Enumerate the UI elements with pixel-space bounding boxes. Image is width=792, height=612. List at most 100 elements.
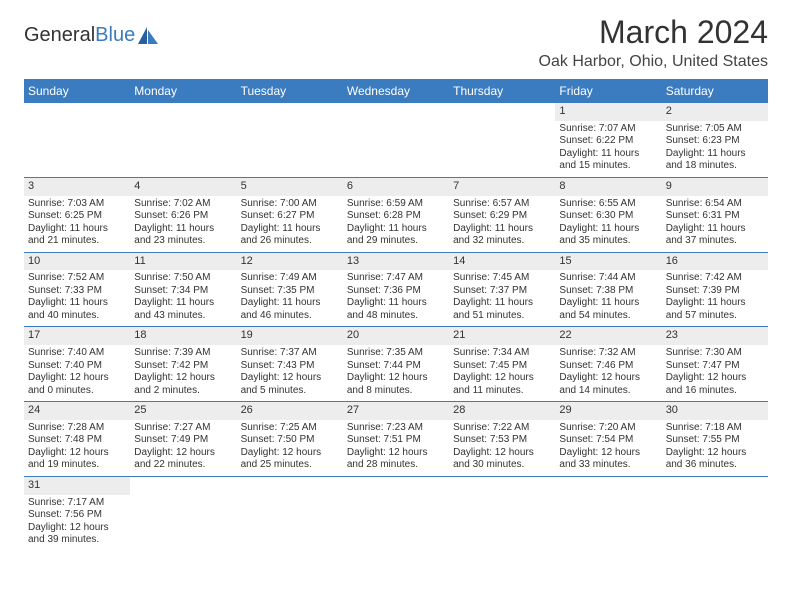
calendar-day-cell xyxy=(24,103,130,177)
day-data: Sunrise: 7:20 AMSunset: 7:54 PMDaylight:… xyxy=(555,420,661,476)
day-data: Sunrise: 7:34 AMSunset: 7:45 PMDaylight:… xyxy=(449,345,555,401)
day-data: Sunrise: 7:45 AMSunset: 7:37 PMDaylight:… xyxy=(449,270,555,326)
sunset-text: Sunset: 7:53 PM xyxy=(453,434,551,447)
sunset-text: Sunset: 7:49 PM xyxy=(134,434,232,447)
sunset-text: Sunset: 7:46 PM xyxy=(559,360,657,373)
sunset-text: Sunset: 7:38 PM xyxy=(559,285,657,298)
day-number: 31 xyxy=(24,477,130,495)
calendar-week-row: 10Sunrise: 7:52 AMSunset: 7:33 PMDayligh… xyxy=(24,252,768,327)
calendar-week-row: 17Sunrise: 7:40 AMSunset: 7:40 PMDayligh… xyxy=(24,327,768,402)
day-number: 18 xyxy=(130,327,236,345)
day-data: Sunrise: 7:50 AMSunset: 7:34 PMDaylight:… xyxy=(130,270,236,326)
day-number: 10 xyxy=(24,253,130,271)
sunrise-text: Sunrise: 7:30 AM xyxy=(666,347,764,360)
sunrise-text: Sunrise: 6:55 AM xyxy=(559,198,657,211)
sunset-text: Sunset: 6:31 PM xyxy=(666,210,764,223)
daylight-text: Daylight: 12 hours and 16 minutes. xyxy=(666,372,764,397)
calendar-day-cell: 2Sunrise: 7:05 AMSunset: 6:23 PMDaylight… xyxy=(662,103,768,177)
calendar-day-cell xyxy=(449,476,555,550)
day-number: 22 xyxy=(555,327,661,345)
calendar-week-row: 31Sunrise: 7:17 AMSunset: 7:56 PMDayligh… xyxy=(24,476,768,550)
day-data: Sunrise: 7:47 AMSunset: 7:36 PMDaylight:… xyxy=(343,270,449,326)
calendar-day-cell: 28Sunrise: 7:22 AMSunset: 7:53 PMDayligh… xyxy=(449,402,555,477)
sunset-text: Sunset: 7:51 PM xyxy=(347,434,445,447)
calendar-day-cell xyxy=(130,476,236,550)
daylight-text: Daylight: 11 hours and 51 minutes. xyxy=(453,297,551,322)
daylight-text: Daylight: 11 hours and 46 minutes. xyxy=(241,297,339,322)
weekday-header: Sunday xyxy=(24,79,130,103)
calendar-day-cell xyxy=(555,476,661,550)
calendar-table: SundayMondayTuesdayWednesdayThursdayFrid… xyxy=(24,79,768,551)
sunset-text: Sunset: 6:23 PM xyxy=(666,135,764,148)
calendar-day-cell: 6Sunrise: 6:59 AMSunset: 6:28 PMDaylight… xyxy=(343,177,449,252)
day-data: Sunrise: 7:03 AMSunset: 6:25 PMDaylight:… xyxy=(24,196,130,252)
sunset-text: Sunset: 6:28 PM xyxy=(347,210,445,223)
day-number: 30 xyxy=(662,402,768,420)
calendar-day-cell xyxy=(237,476,343,550)
day-number: 27 xyxy=(343,402,449,420)
sunset-text: Sunset: 6:26 PM xyxy=(134,210,232,223)
daylight-text: Daylight: 12 hours and 39 minutes. xyxy=(28,522,126,547)
logo: GeneralBlue xyxy=(24,24,160,47)
day-data: Sunrise: 7:25 AMSunset: 7:50 PMDaylight:… xyxy=(237,420,343,476)
sunrise-text: Sunrise: 7:05 AM xyxy=(666,123,764,136)
day-data: Sunrise: 7:42 AMSunset: 7:39 PMDaylight:… xyxy=(662,270,768,326)
daylight-text: Daylight: 12 hours and 8 minutes. xyxy=(347,372,445,397)
sunrise-text: Sunrise: 7:44 AM xyxy=(559,272,657,285)
calendar-day-cell: 15Sunrise: 7:44 AMSunset: 7:38 PMDayligh… xyxy=(555,252,661,327)
calendar-day-cell: 13Sunrise: 7:47 AMSunset: 7:36 PMDayligh… xyxy=(343,252,449,327)
daylight-text: Daylight: 12 hours and 33 minutes. xyxy=(559,447,657,472)
sunset-text: Sunset: 7:48 PM xyxy=(28,434,126,447)
day-data: Sunrise: 7:44 AMSunset: 7:38 PMDaylight:… xyxy=(555,270,661,326)
sunset-text: Sunset: 7:42 PM xyxy=(134,360,232,373)
sunrise-text: Sunrise: 7:07 AM xyxy=(559,123,657,136)
sunrise-text: Sunrise: 7:37 AM xyxy=(241,347,339,360)
sunset-text: Sunset: 6:30 PM xyxy=(559,210,657,223)
daylight-text: Daylight: 11 hours and 29 minutes. xyxy=(347,223,445,248)
weekday-header: Saturday xyxy=(662,79,768,103)
day-number: 13 xyxy=(343,253,449,271)
calendar-day-cell: 23Sunrise: 7:30 AMSunset: 7:47 PMDayligh… xyxy=(662,327,768,402)
day-number: 20 xyxy=(343,327,449,345)
calendar-day-cell: 24Sunrise: 7:28 AMSunset: 7:48 PMDayligh… xyxy=(24,402,130,477)
day-data: Sunrise: 7:00 AMSunset: 6:27 PMDaylight:… xyxy=(237,196,343,252)
sunset-text: Sunset: 7:55 PM xyxy=(666,434,764,447)
day-data: Sunrise: 7:07 AMSunset: 6:22 PMDaylight:… xyxy=(555,121,661,177)
weekday-header: Wednesday xyxy=(343,79,449,103)
calendar-day-cell: 16Sunrise: 7:42 AMSunset: 7:39 PMDayligh… xyxy=(662,252,768,327)
daylight-text: Daylight: 11 hours and 43 minutes. xyxy=(134,297,232,322)
daylight-text: Daylight: 12 hours and 5 minutes. xyxy=(241,372,339,397)
calendar-day-cell xyxy=(130,103,236,177)
daylight-text: Daylight: 11 hours and 40 minutes. xyxy=(28,297,126,322)
day-data: Sunrise: 7:18 AMSunset: 7:55 PMDaylight:… xyxy=(662,420,768,476)
day-number: 21 xyxy=(449,327,555,345)
sunrise-text: Sunrise: 7:27 AM xyxy=(134,422,232,435)
day-number: 23 xyxy=(662,327,768,345)
daylight-text: Daylight: 12 hours and 0 minutes. xyxy=(28,372,126,397)
sunrise-text: Sunrise: 7:52 AM xyxy=(28,272,126,285)
sunset-text: Sunset: 7:34 PM xyxy=(134,285,232,298)
day-number: 25 xyxy=(130,402,236,420)
day-data: Sunrise: 6:59 AMSunset: 6:28 PMDaylight:… xyxy=(343,196,449,252)
sunrise-text: Sunrise: 7:50 AM xyxy=(134,272,232,285)
day-number: 29 xyxy=(555,402,661,420)
sunset-text: Sunset: 7:37 PM xyxy=(453,285,551,298)
calendar-day-cell xyxy=(343,476,449,550)
sunset-text: Sunset: 7:50 PM xyxy=(241,434,339,447)
sunset-text: Sunset: 7:35 PM xyxy=(241,285,339,298)
calendar-day-cell: 19Sunrise: 7:37 AMSunset: 7:43 PMDayligh… xyxy=(237,327,343,402)
day-data: Sunrise: 7:40 AMSunset: 7:40 PMDaylight:… xyxy=(24,345,130,401)
logo-text-1: General xyxy=(24,24,95,47)
sunrise-text: Sunrise: 7:00 AM xyxy=(241,198,339,211)
day-number: 16 xyxy=(662,253,768,271)
calendar-day-cell xyxy=(343,103,449,177)
weekday-header: Thursday xyxy=(449,79,555,103)
day-number: 4 xyxy=(130,178,236,196)
sunrise-text: Sunrise: 7:40 AM xyxy=(28,347,126,360)
day-number: 14 xyxy=(449,253,555,271)
day-number: 7 xyxy=(449,178,555,196)
sunrise-text: Sunrise: 7:23 AM xyxy=(347,422,445,435)
day-number: 2 xyxy=(662,103,768,121)
day-data: Sunrise: 7:37 AMSunset: 7:43 PMDaylight:… xyxy=(237,345,343,401)
sunrise-text: Sunrise: 7:25 AM xyxy=(241,422,339,435)
